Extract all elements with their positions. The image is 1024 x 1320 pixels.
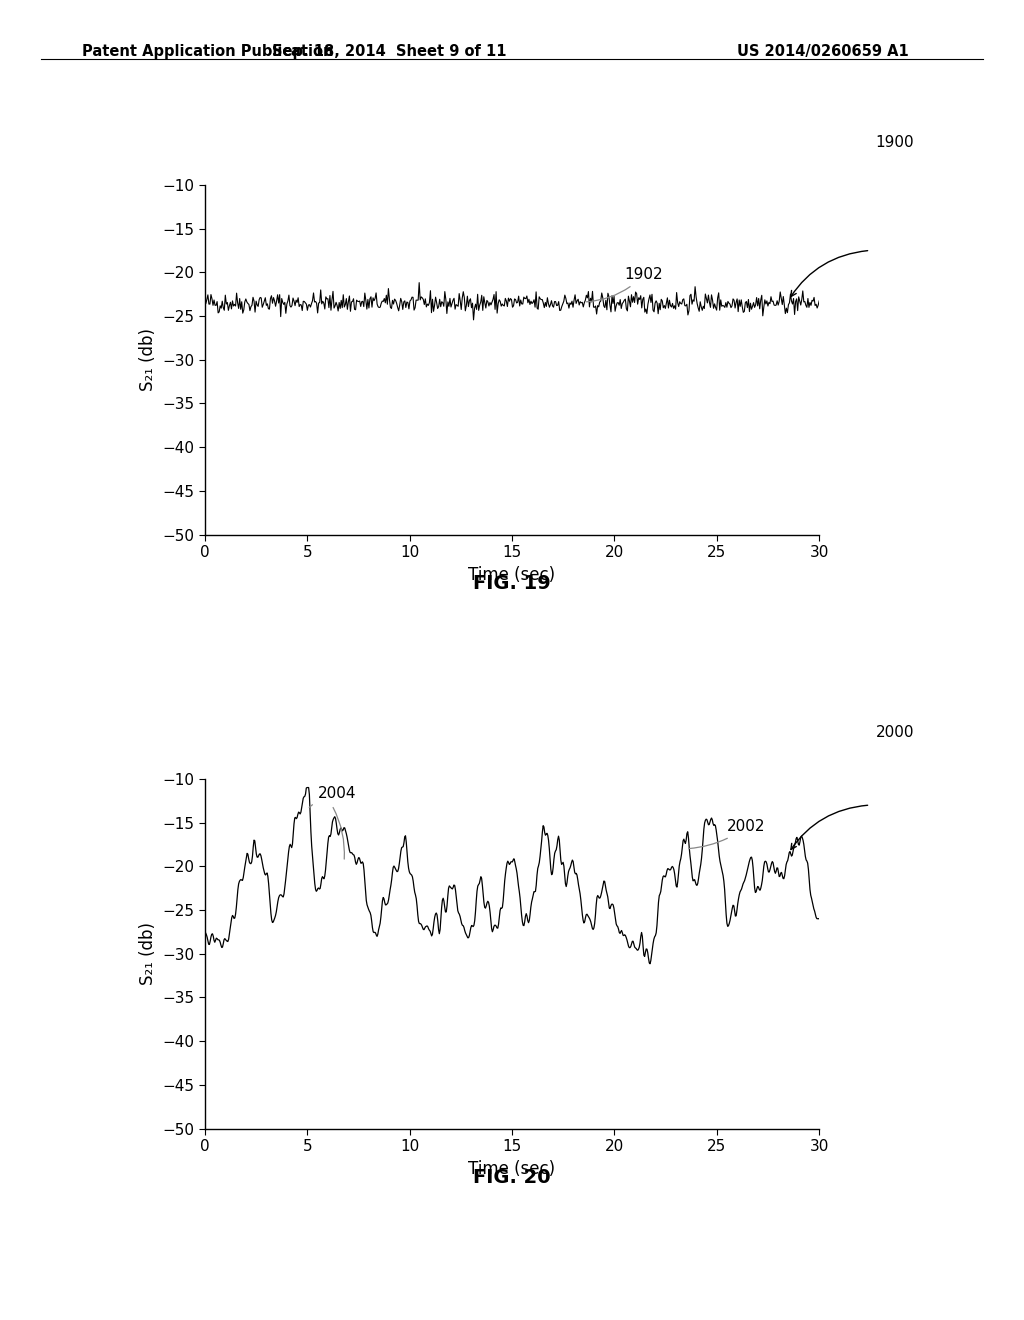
Text: 1902: 1902 — [587, 267, 664, 302]
Text: FIG. 20: FIG. 20 — [473, 1168, 551, 1187]
Text: FIG. 19: FIG. 19 — [473, 574, 551, 593]
X-axis label: Time (sec): Time (sec) — [468, 1159, 556, 1177]
Text: 2002: 2002 — [689, 820, 766, 849]
Text: 2004: 2004 — [309, 785, 356, 808]
Text: 1900: 1900 — [876, 135, 914, 150]
Y-axis label: S₂₁ (db): S₂₁ (db) — [138, 329, 157, 391]
Text: US 2014/0260659 A1: US 2014/0260659 A1 — [737, 44, 909, 58]
Text: Sep. 18, 2014  Sheet 9 of 11: Sep. 18, 2014 Sheet 9 of 11 — [271, 44, 507, 58]
Y-axis label: S₂₁ (db): S₂₁ (db) — [138, 923, 157, 985]
Text: Patent Application Publication: Patent Application Publication — [82, 44, 334, 58]
X-axis label: Time (sec): Time (sec) — [468, 565, 556, 583]
Text: 2000: 2000 — [876, 725, 914, 741]
